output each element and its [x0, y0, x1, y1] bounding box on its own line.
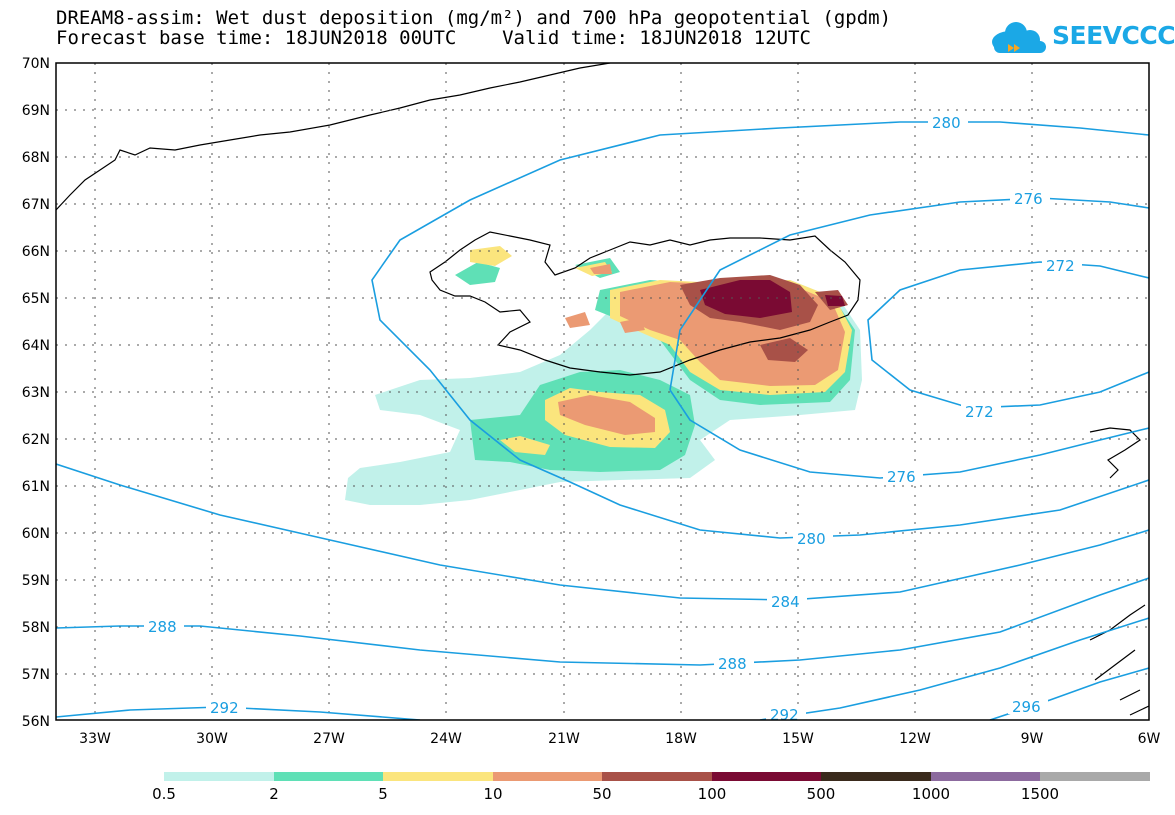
- legend-swatch: [931, 772, 1040, 781]
- contour-label-292b: 292: [770, 706, 799, 724]
- contour-276-north: [669, 197, 1149, 391]
- dust-area-level6: [700, 280, 845, 318]
- coastlines: [56, 63, 1149, 716]
- legend-label: 5: [378, 785, 388, 803]
- lat-label: 67N: [22, 197, 50, 213]
- contour-label-296: 296: [1012, 698, 1041, 716]
- lat-label: 57N: [22, 667, 50, 683]
- contour-label-280b: 280: [797, 530, 826, 548]
- legend-label: 50: [592, 785, 611, 803]
- lat-label: 64N: [22, 338, 50, 354]
- dust-deposition-fields: [345, 246, 862, 505]
- contour-276-south: [669, 389, 1149, 479]
- contour-label-272b: 272: [965, 403, 994, 421]
- color-legend: 0.5 2 5 10 50 100 500 1000 1500: [152, 772, 1150, 803]
- logo-text: SEEVCCC: [1052, 21, 1175, 50]
- contour-280-south: [569, 479, 1149, 539]
- lat-label: 56N: [22, 714, 50, 730]
- legend-swatch: [1040, 772, 1150, 781]
- geopotential-contours: [56, 121, 1149, 720]
- lat-label: 70N: [22, 56, 50, 72]
- graticule: [56, 63, 1149, 720]
- contour-label-292a: 292: [210, 699, 239, 717]
- contour-284: [56, 463, 1149, 601]
- lat-label: 68N: [22, 150, 50, 166]
- legend-label: 500: [807, 785, 836, 803]
- contour-label-272a: 272: [1046, 257, 1075, 275]
- legend-swatch: [274, 772, 383, 781]
- longitude-labels: 33W 30W 27W 24W 21W 18W 15W 12W 9W 6W: [79, 731, 1160, 747]
- scotland-coastline: [1089, 604, 1149, 716]
- lon-label: 21W: [548, 731, 580, 747]
- legend-swatch: [602, 772, 712, 781]
- contour-label-276b: 276: [887, 468, 916, 486]
- chart-title: DREAM8-assim: Wet dust deposition (mg/m²…: [56, 7, 892, 29]
- lat-label: 61N: [22, 479, 50, 495]
- lon-label: 30W: [196, 731, 228, 747]
- contour-288: [56, 577, 1149, 666]
- lat-label: 62N: [22, 432, 50, 448]
- contour-label-284: 284: [771, 593, 800, 611]
- lon-label: 18W: [665, 731, 697, 747]
- legend-swatch: [712, 772, 821, 781]
- contour-labels: 280 276 272 272 276 280 284 288 288 292 …: [144, 114, 1082, 724]
- legend-swatch: [821, 772, 931, 781]
- lat-label: 63N: [22, 385, 50, 401]
- lat-label: 65N: [22, 291, 50, 307]
- legend-label: 0.5: [152, 785, 176, 803]
- contour-label-288a: 288: [148, 618, 177, 636]
- iceland-coastline: [429, 231, 861, 376]
- lat-label: 59N: [22, 573, 50, 589]
- seevccc-logo: [992, 22, 1046, 53]
- legend-label: 1000: [912, 785, 950, 803]
- legend-label: 1500: [1021, 785, 1059, 803]
- lon-label: 15W: [782, 731, 814, 747]
- lat-label: 66N: [22, 244, 50, 260]
- contour-label-288b: 288: [718, 655, 747, 673]
- latitude-labels: 70N 69N 68N 67N 66N 65N 64N 63N 62N 61N …: [22, 56, 50, 730]
- forecast-time-info: Forecast base time: 18JUN2018 00UTC Vali…: [56, 27, 811, 49]
- contour-label-276a: 276: [1014, 190, 1043, 208]
- greenland-coastline: [56, 63, 611, 211]
- map-frame: [55, 62, 1150, 721]
- cloud-icon: [992, 22, 1046, 53]
- legend-swatch: [383, 772, 493, 781]
- lon-label: 33W: [79, 731, 111, 747]
- lon-label: 9W: [1021, 731, 1044, 747]
- lon-label: 27W: [313, 731, 345, 747]
- lat-label: 58N: [22, 620, 50, 636]
- legend-label: 2: [269, 785, 279, 803]
- lat-label: 60N: [22, 526, 50, 542]
- legend-label: 100: [698, 785, 727, 803]
- legend-swatch: [493, 772, 602, 781]
- lat-label: 69N: [22, 103, 50, 119]
- lon-label: 6W: [1138, 731, 1161, 747]
- contour-label-280a: 280: [932, 114, 961, 132]
- faroe-coastline: [1089, 427, 1141, 479]
- legend-label: 10: [483, 785, 502, 803]
- lon-label: 24W: [430, 731, 462, 747]
- contour-272-inner: [867, 261, 1149, 409]
- legend-swatch: [164, 772, 274, 781]
- lon-label: 12W: [899, 731, 931, 747]
